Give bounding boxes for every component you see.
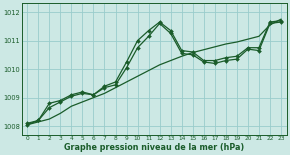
X-axis label: Graphe pression niveau de la mer (hPa): Graphe pression niveau de la mer (hPa): [64, 143, 244, 152]
